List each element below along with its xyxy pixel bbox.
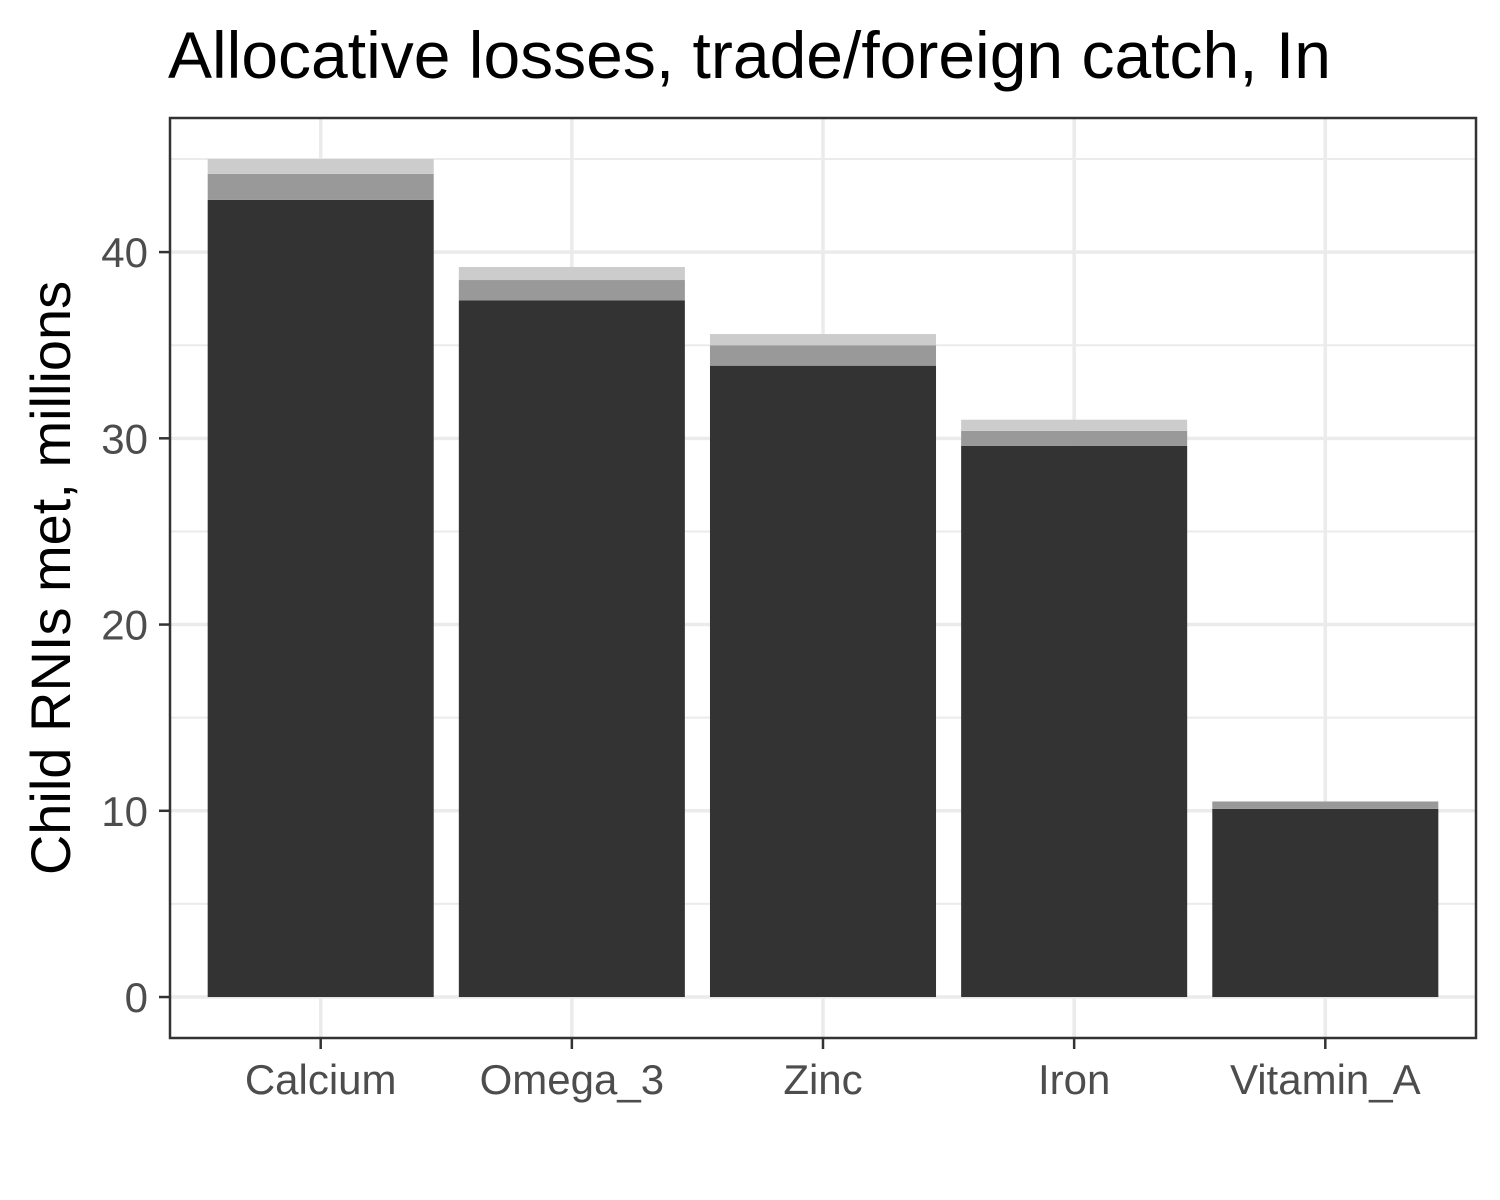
bar-segment-vitamin-a-2 bbox=[1212, 801, 1439, 809]
y-tick-label: 10 bbox=[101, 788, 148, 835]
x-tick-label: Zinc bbox=[783, 1056, 862, 1103]
y-tick-label: 0 bbox=[125, 974, 148, 1021]
bar-segment-calcium-3 bbox=[207, 158, 434, 174]
x-tick-label: Iron bbox=[1038, 1056, 1110, 1103]
bar-segment-zinc-1 bbox=[709, 365, 937, 998]
bar-segment-calcium-1 bbox=[207, 199, 434, 998]
bar-segment-calcium-2 bbox=[207, 173, 434, 200]
y-tick-label: 40 bbox=[101, 229, 148, 276]
y-tick-label: 30 bbox=[101, 415, 148, 462]
plot-panel bbox=[168, 116, 1478, 1040]
bar-segment-iron-3 bbox=[961, 419, 1188, 431]
y-axis-title: Child RNIs met, millions bbox=[19, 281, 82, 875]
bar-segment-omega-3-1 bbox=[458, 300, 685, 998]
x-tick-label: Omega_3 bbox=[480, 1056, 664, 1103]
bar-segment-omega-3-2 bbox=[458, 280, 685, 301]
bar-segment-vitamin-a-1 bbox=[1212, 808, 1439, 998]
bars bbox=[207, 158, 1439, 998]
bar-segment-zinc-2 bbox=[709, 345, 937, 366]
y-axis: 0 10 20 30 40 bbox=[101, 229, 170, 1021]
bar-segment-iron-2 bbox=[961, 430, 1188, 446]
bar-segment-omega-3-3 bbox=[458, 266, 685, 281]
bar-segment-zinc-3 bbox=[709, 334, 937, 346]
x-tick-label: Calcium bbox=[245, 1056, 397, 1103]
y-tick-label: 20 bbox=[101, 602, 148, 649]
x-axis: Calcium Omega_3 Zinc Iron Vitamin_A bbox=[245, 1038, 1421, 1103]
bar-segment-iron-1 bbox=[961, 445, 1188, 998]
x-tick-label: Vitamin_A bbox=[1230, 1056, 1421, 1103]
chart-title: Allocative losses, trade/foreign catch, … bbox=[168, 18, 1331, 92]
